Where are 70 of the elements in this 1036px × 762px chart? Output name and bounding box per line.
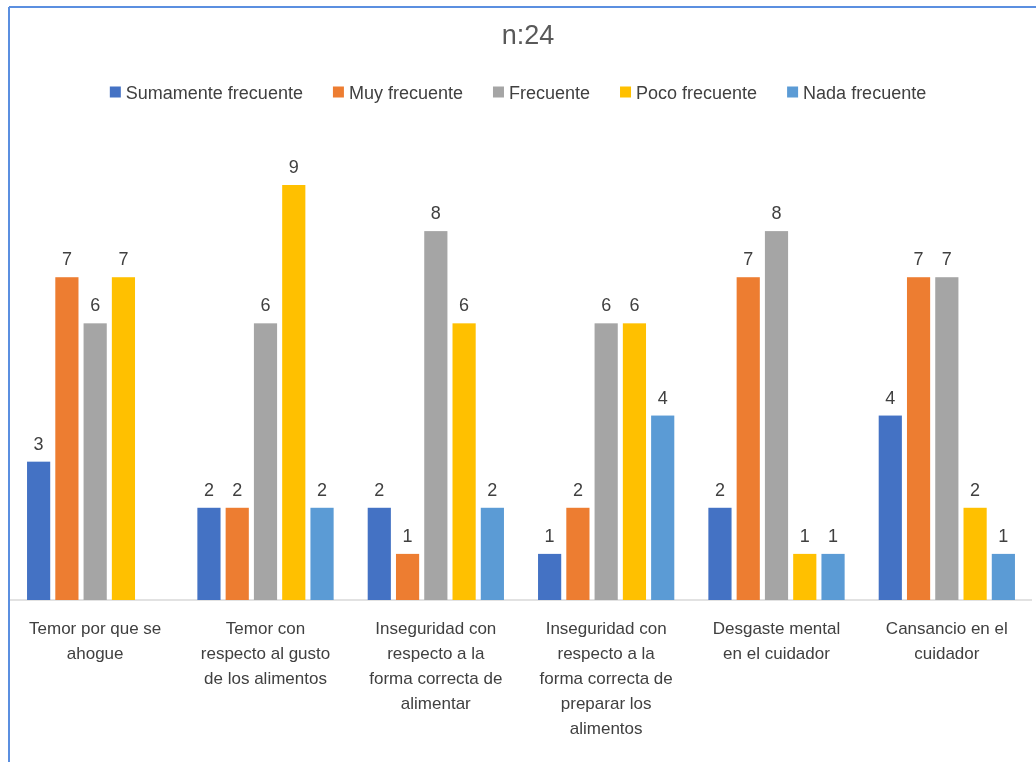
bar <box>594 323 618 600</box>
bar <box>225 507 249 600</box>
x-tick-label: Inseguridad con respecto a la forma correcta de alimentar <box>369 619 503 713</box>
bar <box>963 507 987 600</box>
x-tick-label: Inseguridad con respecto a la forma correcta de preparar los alimentos <box>539 619 673 738</box>
data-label: 7 <box>61 249 72 270</box>
data-label: 7 <box>743 249 754 270</box>
data-label: 3 <box>33 433 44 454</box>
data-label: 6 <box>601 295 612 316</box>
bar <box>27 461 51 600</box>
bar <box>622 323 647 600</box>
data-label: 1 <box>828 525 839 546</box>
bar <box>935 277 959 600</box>
data-label: 2 <box>374 479 385 500</box>
data-label: 7 <box>913 249 924 270</box>
data-label: 1 <box>998 525 1009 546</box>
bar <box>566 507 590 600</box>
x-tick-label: Cansancio en el cuidador <box>885 619 1008 663</box>
legend-label: Poco frecuente <box>636 83 758 103</box>
bar <box>111 277 136 600</box>
data-label: 2 <box>317 479 328 500</box>
data-label: 2 <box>714 479 725 500</box>
bar <box>651 415 675 600</box>
data-label: 2 <box>487 479 498 500</box>
bar <box>821 553 845 600</box>
data-label: 2 <box>572 479 583 500</box>
bar <box>395 553 420 600</box>
data-label: 7 <box>941 249 952 270</box>
data-label: 6 <box>260 295 271 316</box>
data-label: 7 <box>118 249 129 270</box>
data-label: 8 <box>771 203 782 224</box>
bar <box>480 507 504 600</box>
data-label: 4 <box>885 387 896 408</box>
bar <box>367 507 391 600</box>
data-label: 1 <box>544 525 555 546</box>
data-label: 2 <box>203 479 214 500</box>
x-tick-label: Temor con respecto al gusto de los alimentos <box>200 619 331 688</box>
data-label: 6 <box>629 295 640 316</box>
data-label: 4 <box>657 387 668 408</box>
bar <box>708 507 732 600</box>
x-tick-label: Temor por que se ahogue <box>29 619 162 663</box>
legend-label: Sumamente frecuente <box>125 83 303 103</box>
bar <box>793 553 817 600</box>
bar <box>452 323 476 600</box>
bar <box>991 553 1015 600</box>
bar <box>906 277 931 600</box>
bar <box>55 277 79 600</box>
bar <box>282 185 306 600</box>
bar <box>878 415 902 600</box>
x-tick-label: Desgaste mental en el cuidador <box>712 619 841 663</box>
bar <box>764 231 789 600</box>
bar <box>310 507 334 600</box>
legend-label: Frecuente <box>508 83 591 103</box>
bar <box>197 507 221 600</box>
data-label: 8 <box>430 203 441 224</box>
data-label: 6 <box>90 295 101 316</box>
data-label: 2 <box>232 479 243 500</box>
legend-label: Nada frecuente <box>803 83 927 103</box>
data-label: 6 <box>459 295 470 316</box>
data-label: 9 <box>288 157 299 177</box>
data-label: 1 <box>402 525 413 546</box>
bar <box>736 277 760 600</box>
bar <box>538 553 562 600</box>
bar <box>424 231 448 600</box>
data-label: 1 <box>799 525 810 546</box>
bar <box>253 323 278 600</box>
bar <box>83 323 107 600</box>
legend-label: Muy frecuente <box>348 83 463 103</box>
data-label: 2 <box>970 479 981 500</box>
chart-title: n:24 <box>501 20 555 50</box>
